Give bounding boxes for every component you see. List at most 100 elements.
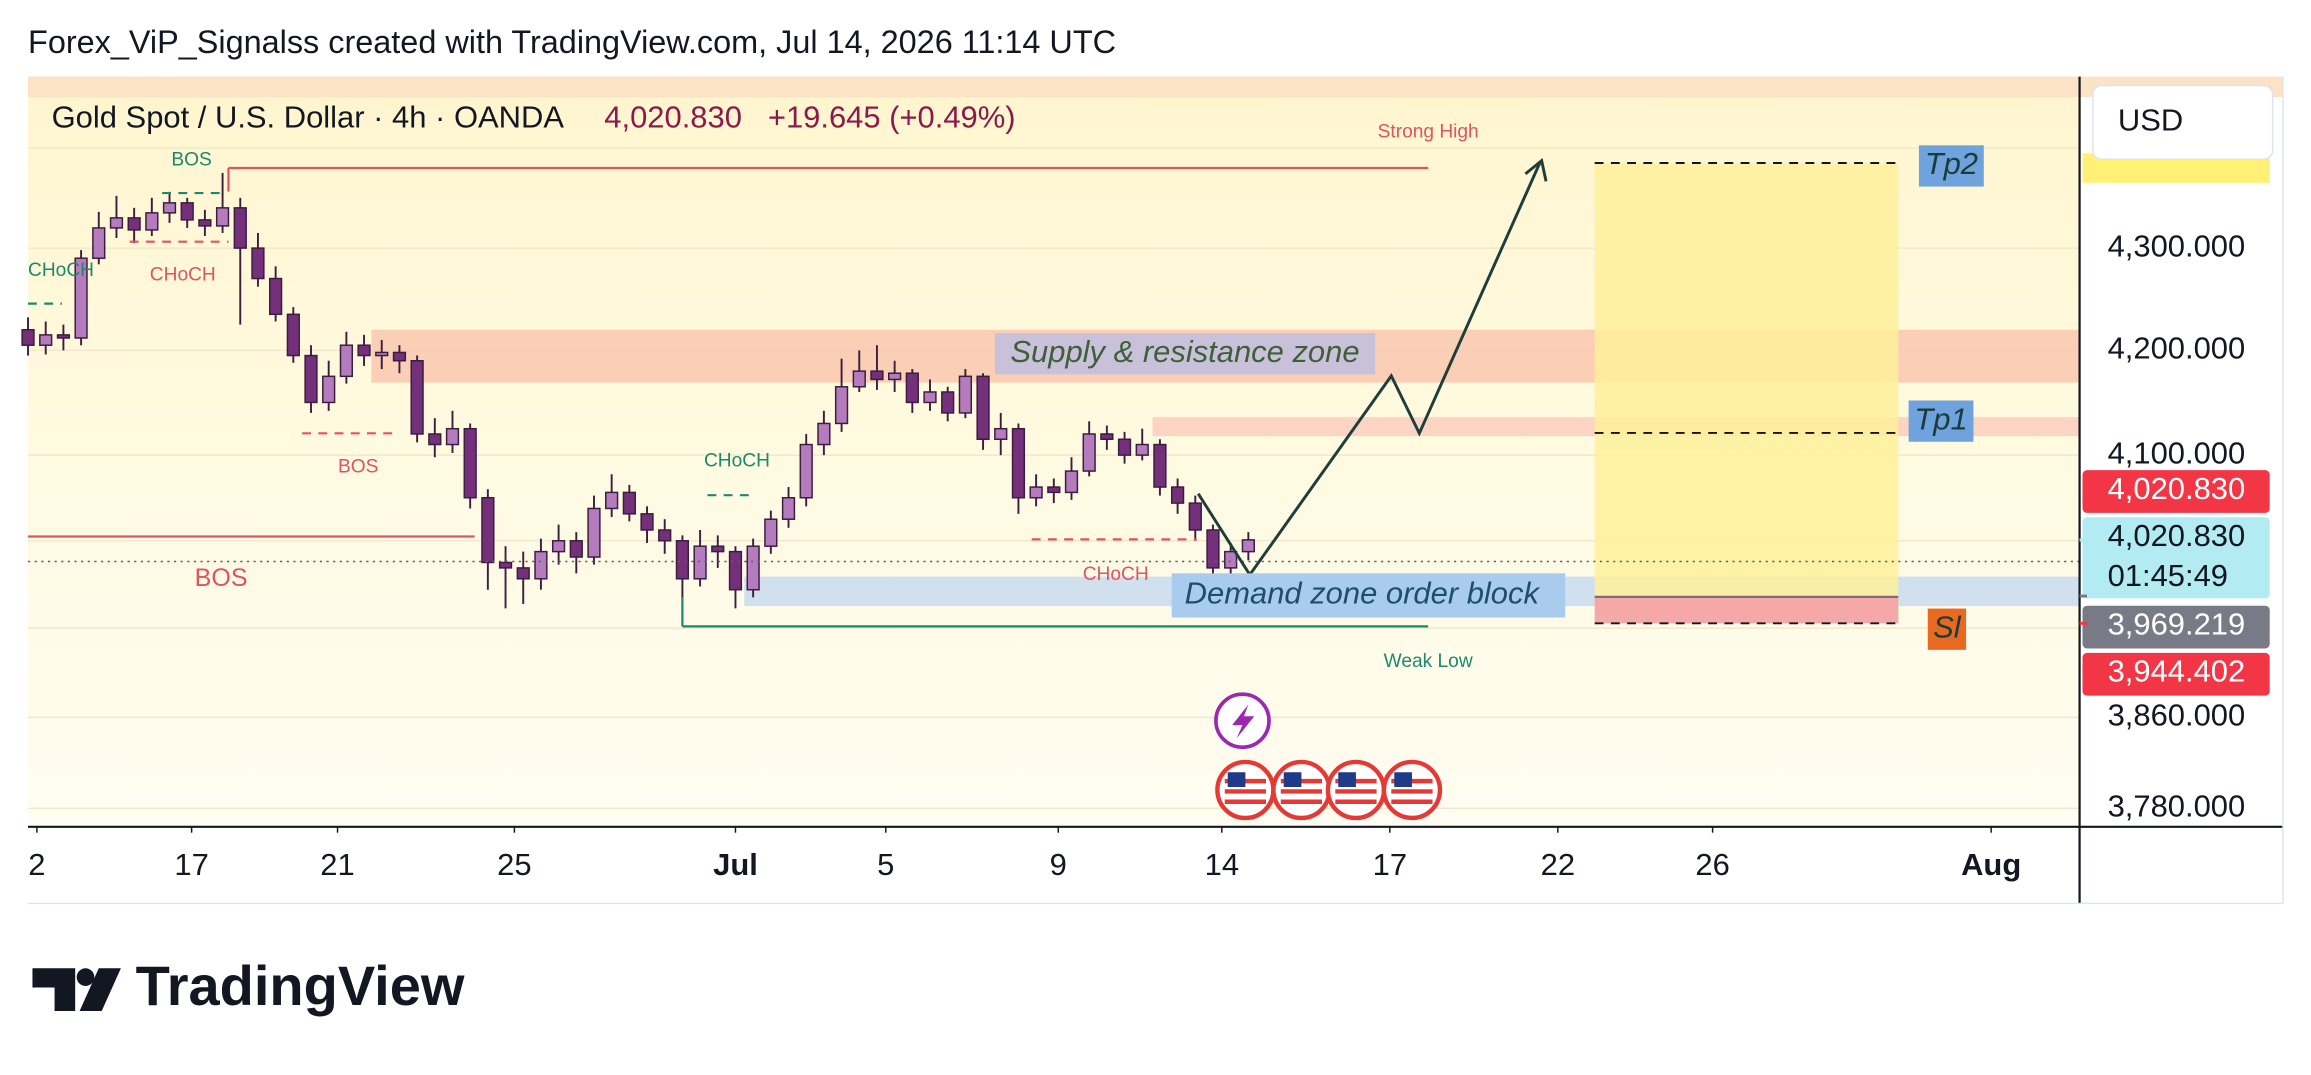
price-badge [2082,605,2270,649]
candle-body [39,334,53,346]
candle-body [534,550,548,580]
candle-body [569,540,583,558]
price-badge [2082,517,2270,599]
candle-body [587,507,601,558]
candle-body [180,202,194,221]
candle-body [162,202,177,214]
x-tick-label: 25 [497,847,531,882]
candle-body [852,370,866,388]
candle-body [127,217,141,231]
candle-body [198,219,212,227]
currency-button[interactable] [2092,84,2274,160]
logo-mark [79,968,121,1012]
candle-body [622,491,636,515]
candle-body [375,351,389,357]
annotation: Demand zone order block [1185,576,1541,611]
candle-body [322,375,336,404]
candle-body [56,334,71,339]
level-label: Tp2 [1925,146,1978,181]
annotation: BOS [338,456,378,477]
x-tick-label: Aug [1961,847,2021,882]
candle-body [799,443,813,499]
price-badge-label: 3,944.402 [2108,654,2246,689]
flag-icons[interactable] [1215,759,1443,821]
attribution: Forex_ViP_Signalss created with TradingV… [28,24,1116,60]
lightning-icon [1232,704,1255,739]
candle-body [870,370,884,381]
plot [21,147,2080,810]
candle-body [74,257,88,339]
candle-body [251,247,265,280]
candle-body [605,491,619,510]
countdown: 01:45:49 [2108,558,2228,593]
candle-body [1135,443,1149,456]
candle-body [1082,433,1096,472]
tradingview-logo: TradingView [32,954,465,1017]
candle-body [994,427,1008,440]
candle-body [551,540,566,553]
legend: Gold Spot / U.S. Dollar · 4h · OANDA 4,0… [52,100,1016,135]
stop-box [1594,596,1899,624]
logo-mark [32,968,76,1012]
candle-body [1064,470,1079,494]
candle-body [1011,427,1026,499]
candle-body [304,354,318,404]
candle-body [958,375,973,414]
candle-body [1100,433,1114,440]
x-tick-label: Jul [713,847,758,882]
annotation-box [1171,573,1566,618]
x-tick-label: 14 [1205,847,1239,882]
axes: 3,780.0003,860.0003,940.0004,020.0004,10… [28,128,2270,882]
currency-label: USD [2118,102,2183,137]
last-price: 4,020.830 [604,100,742,135]
candle-body [905,372,919,404]
annotation-box [994,333,1376,375]
annotation: BOS [171,150,211,171]
brand: TradingView [136,954,465,1017]
x-tick-label: 9 [1050,847,1067,882]
projection-arrow [1196,157,1548,578]
level-tag [1918,145,1984,187]
candle-body [109,217,124,229]
candle-body [1206,529,1220,569]
time-axis-panel [28,826,2080,904]
candle-body [215,207,230,227]
price-badge-label: 3,969.219 [2108,607,2246,642]
candle-body [888,372,902,381]
candle-body [233,207,247,249]
candle-body [392,351,407,362]
x-tick-label: 2 [28,847,45,882]
candle-body [817,422,831,446]
candle-body [1224,550,1238,569]
candle-body [357,344,371,357]
level-label: Sl [1933,609,1962,644]
annotation: Weak Low [1384,651,1473,672]
candle-body [1047,486,1061,494]
level-tag [1927,608,1967,650]
candle-body [923,391,937,404]
annotation: Strong High [1378,122,1479,143]
candle-body [92,227,106,259]
candle-body [746,545,760,591]
target-box [1594,163,1899,624]
candle-body [410,360,424,435]
symbol-title: Gold Spot / U.S. Dollar · 4h · OANDA [52,100,565,135]
y-tick-label: 3,860.000 [2108,698,2246,733]
x-tick-label: 22 [1541,847,1575,882]
price-badge-label: 4,020.830 [2108,518,2246,553]
annotation: CHoCH [1083,564,1149,585]
x-tick-label: 26 [1695,847,1729,882]
annotation: CHoCH [28,260,94,281]
candle-body [781,497,796,520]
annotation: CHoCH [704,450,770,471]
candle-body [516,567,530,580]
price-badge [2082,652,2270,696]
candle-body [498,561,513,569]
x-tick-label: 17 [1373,847,1407,882]
candle-body [269,277,283,316]
level-tag [1908,400,1974,442]
y-tick-label: 4,100.000 [2108,435,2246,470]
candle-body [1188,502,1202,531]
